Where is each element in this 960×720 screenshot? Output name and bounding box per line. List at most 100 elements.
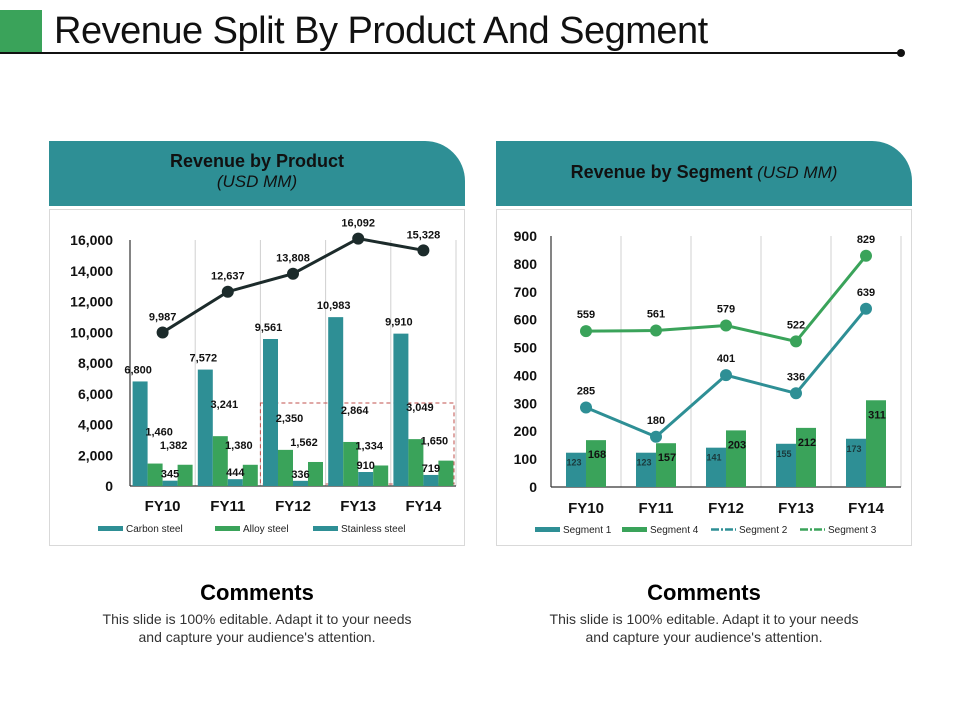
right-panel-header: Revenue by Segment (USD MM) [496,141,912,206]
line-data-label: 829 [857,234,875,246]
bar-data-label: 155 [776,449,791,459]
x-tick-label: FY13 [340,498,376,515]
bar-data-label: 2,350 [276,413,304,425]
bar-alloy-steel [278,449,293,486]
bar-data-label: 168 [588,449,606,461]
y-tick-label: 2,000 [78,447,113,463]
y-tick-label: 500 [514,340,538,356]
bar-segment-4 [586,440,606,487]
x-tick-label: FY14 [405,498,442,515]
bar-carbon-steel [328,317,344,486]
left-comments-heading: Comments [200,580,314,605]
bar-carbon-steel [132,381,148,486]
y-tick-label: 6,000 [78,386,113,402]
right-comments-body: This slide is 100% editable. Adapt it to… [549,611,859,645]
page-title: Revenue Split By Product And Segment [54,10,708,52]
bar-data-label: 2,864 [341,405,369,417]
bar-data-label: 1,382 [160,440,188,452]
y-tick-label: 300 [514,395,538,411]
y-tick-label: 400 [514,367,538,383]
y-tick-label: 16,000 [70,232,113,248]
bar-data-label: 141 [706,453,721,463]
bar-data-label: 10,983 [317,300,351,312]
bar-series-4 [177,464,193,486]
line-point [860,249,872,262]
bar-segment-1 [776,443,796,487]
line-point [650,430,662,443]
right-panel-heading: Revenue by Segment [570,162,753,182]
x-tick-label: FY10 [568,500,604,517]
legend-label: Carbon steel [126,524,183,535]
line-point [860,302,872,315]
y-tick-label: 0 [105,478,113,494]
bar-data-label: 336 [291,469,309,481]
bar-data-label: 7,572 [190,353,218,365]
line-data-label: 285 [577,386,595,398]
y-tick-label: 700 [514,284,538,300]
bar-data-label: 6,800 [124,364,152,376]
x-tick-label: FY11 [210,498,245,515]
bar-segment-1 [636,452,656,487]
bar-segment-4 [656,443,676,487]
bar-series-4 [242,464,258,486]
title-accent-block [0,10,42,52]
title-underline-dot [897,49,905,57]
total-line-point [156,326,169,339]
bar-data-label: 9,910 [385,317,413,329]
bar-data-label: 3,241 [211,399,239,411]
bar-data-label: 212 [798,437,816,449]
line-data-label: 13,808 [276,253,310,265]
left-comments: Comments This slide is 100% editable. Ad… [77,580,437,646]
line-data-label: 9,987 [149,311,177,323]
x-tick-label: FY11 [638,500,673,517]
x-tick-label: FY14 [848,500,885,517]
product-revenue-chart: 0 2,000 4,000 6,000 8,000 10,000 12,000 14,000 1… [70,218,457,535]
line-point [790,387,802,400]
line-data-label: 336 [787,371,805,383]
bar-segment-1 [846,438,866,487]
right-comments: Comments This slide is 100% editable. Ad… [524,580,884,646]
x-tick-label: FY12 [275,498,311,515]
legend-swatch [98,526,123,531]
right-comments-heading: Comments [647,580,761,605]
bar-stainless-steel [358,472,374,486]
line-data-label: 180 [647,415,665,427]
line-point [720,369,732,382]
left-panel-heading: Revenue by Product [169,151,345,171]
y-tick-label: 800 [514,256,538,272]
bar-data-label: 203 [728,439,746,451]
total-line-point [221,285,234,298]
y-tick-label: 600 [514,312,538,328]
bar-stainless-steel [423,474,439,486]
left-panel-header: Revenue by Product (USD MM) [49,141,465,206]
legend-swatch [622,527,647,532]
x-tick-label: FY12 [708,500,744,517]
bar-data-label: 123 [636,458,651,468]
y-tick-label: 14,000 [70,263,113,279]
y-tick-label: 200 [514,423,538,439]
bar-data-label: 157 [658,452,676,464]
line-data-label: 12,637 [211,271,245,283]
x-tick-label: FY13 [778,500,814,517]
bar-segment-4 [726,430,746,487]
line-point [580,325,592,338]
bar-segment-4 [866,400,886,487]
legend-swatch [535,527,560,532]
bar-data-label: 1,460 [145,427,173,439]
total-line-point [287,267,299,280]
line-data-label: 16,092 [341,218,375,230]
x-tick-label: FY10 [145,498,181,515]
bar-alloy-steel [343,441,359,486]
left-panel-subheading: (USD MM) [216,172,298,191]
legend-label: Segment 4 [650,525,699,536]
legend-label: Alloy steel [243,524,289,535]
line-data-label: 561 [647,309,665,321]
bar-data-label: 719 [422,463,440,475]
bar-data-label: 1,380 [225,440,253,452]
legend-swatch [313,526,338,531]
line-data-label: 522 [787,319,805,331]
bar-alloy-steel [212,436,228,486]
bar-segment-1 [566,452,586,487]
line-data-label: 401 [717,353,735,365]
bar-data-label: 910 [357,460,375,472]
